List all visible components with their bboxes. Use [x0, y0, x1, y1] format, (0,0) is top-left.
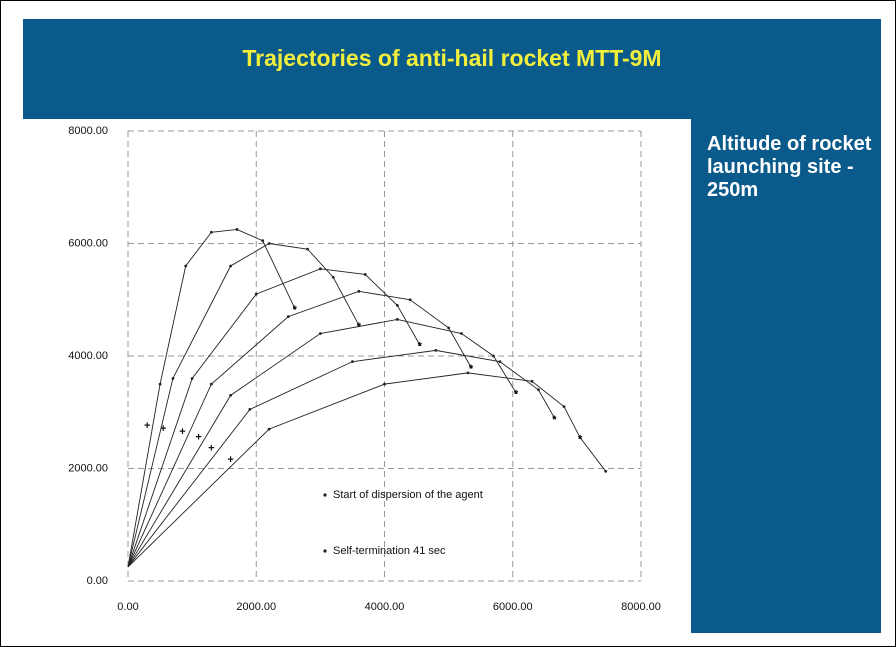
- y-tick-label: 8000.00: [68, 125, 108, 137]
- legend-marker: [323, 549, 327, 553]
- trajectory-point: [363, 273, 367, 276]
- y-tick-label: 6000.00: [68, 237, 108, 249]
- termination-marker: *: [578, 433, 583, 445]
- y-tick-label: 4000.00: [68, 350, 108, 362]
- x-tick-label: 0.00: [117, 601, 138, 613]
- dispersion-marker: +: [160, 423, 166, 435]
- termination-marker: *: [293, 304, 298, 316]
- trajectory-point: [248, 408, 252, 411]
- trajectory-point: [395, 318, 399, 321]
- header-band: [23, 19, 881, 119]
- trajectory-point: [286, 315, 290, 319]
- termination-marker: *: [418, 341, 423, 353]
- trajectory-point: [553, 416, 556, 420]
- chart: 0.00 2000.00 4000.00 6000.00 8000.00 0.00 2000…: [68, 125, 661, 613]
- termination-marker: *: [514, 388, 519, 400]
- slide-title: Trajectories of anti-hail rocket MTT-9M: [242, 45, 662, 71]
- trajectory-point: [466, 371, 470, 375]
- trajectory-point: [578, 436, 582, 439]
- trajectory: [127, 228, 296, 568]
- trajectory-point: [209, 230, 213, 234]
- trajectory-point: [434, 348, 438, 352]
- trajectory-point: [408, 298, 412, 302]
- trajectory-point: [318, 267, 322, 271]
- trajectory-point: [537, 388, 540, 392]
- trajectory-point: [418, 343, 422, 347]
- x-tick-label: 8000.00: [621, 601, 661, 613]
- trajectory: [127, 243, 360, 568]
- trajectory-point: [469, 365, 473, 369]
- dispersion-marker: +: [227, 454, 233, 466]
- trajectory-point: [395, 303, 399, 307]
- termination-marker: *: [357, 321, 362, 333]
- annotation: Altitude of rocket launching site - 250m: [707, 133, 872, 201]
- trajectory-point: [357, 323, 361, 327]
- trajectory-point: [209, 382, 213, 386]
- trajectory: [127, 372, 607, 568]
- x-tick-label: 4000.00: [365, 601, 405, 613]
- termination-marker: *: [469, 363, 474, 375]
- trajectory-point: [447, 326, 451, 330]
- dispersion-marker: +: [144, 420, 150, 432]
- trajectory-point: [306, 247, 309, 251]
- trajectory-point: [318, 332, 322, 335]
- termination-marker: *: [552, 414, 557, 426]
- trajectory-point: [190, 377, 194, 380]
- trajectory-point: [293, 306, 297, 310]
- trajectory-point: [492, 354, 495, 358]
- dispersion-marker: +: [195, 431, 201, 443]
- dispersion-marker: +: [208, 443, 214, 455]
- trajectory-point: [261, 239, 265, 243]
- trajectory-point: [460, 332, 463, 335]
- trajectory: [127, 349, 555, 568]
- trajectory-point: [331, 275, 335, 279]
- y-tick-label: 0.00: [87, 575, 108, 587]
- legend-label: Self-termination 41 sec: [333, 545, 446, 557]
- x-tick-label: 2000.00: [236, 601, 276, 613]
- dispersion-marker: +: [179, 426, 185, 438]
- trajectory-point: [267, 242, 271, 245]
- side-band: [691, 119, 881, 633]
- trajectory-point: [351, 360, 354, 364]
- legend-marker: [323, 493, 327, 497]
- trajectory-point: [357, 289, 361, 293]
- trajectory-point: [254, 292, 258, 296]
- trajectory-point: [184, 264, 188, 268]
- trajectory-point: [229, 264, 233, 268]
- trajectory-point: [498, 360, 502, 364]
- y-tick-label: 2000.00: [68, 462, 108, 474]
- trajectory-point: [158, 382, 162, 386]
- trajectory-point: [171, 377, 175, 380]
- trajectory-point: [604, 469, 608, 473]
- trajectory: [127, 318, 517, 568]
- trajectory-point: [562, 405, 566, 409]
- trajectory-point: [229, 393, 233, 397]
- trajectory-point: [530, 379, 534, 383]
- trajectory: [127, 268, 421, 568]
- trajectory-point: [235, 228, 239, 231]
- trajectory-point: [267, 427, 271, 431]
- legend-label: Start of dispersion of the agent: [333, 489, 483, 501]
- trajectory-point: [383, 382, 386, 386]
- trajectory-point: [514, 391, 518, 394]
- x-tick-label: 6000.00: [493, 601, 533, 613]
